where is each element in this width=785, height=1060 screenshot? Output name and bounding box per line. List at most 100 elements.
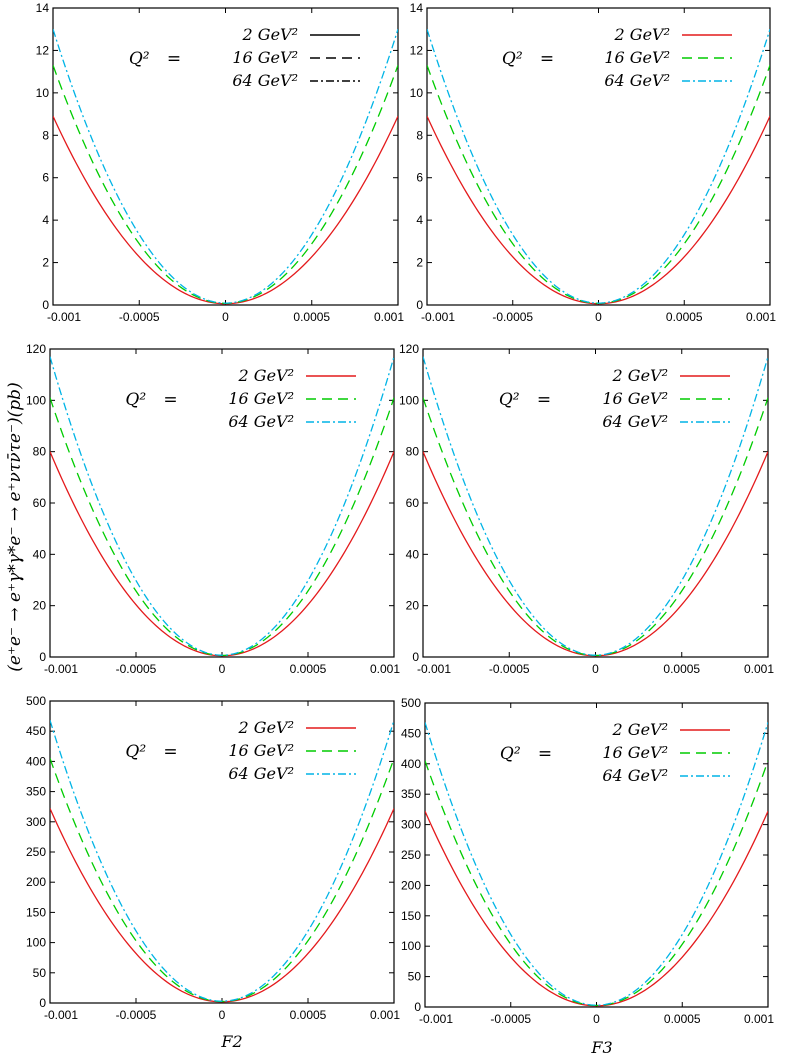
series-line-64gev2	[50, 720, 394, 1002]
y-tick-label: 10	[410, 86, 424, 100]
x-tick-label: 0.0005	[666, 310, 703, 324]
x-axis-label-f3: F3	[590, 1038, 612, 1057]
legend-entry-label: 64 GeV²	[602, 412, 668, 431]
y-tick-label: 100	[401, 939, 421, 953]
y-tick-label: 12	[36, 43, 50, 57]
x-tick-label: 0.001	[744, 662, 774, 676]
chart-panel-row3-F2: 0 50 100 150 200 250 300 350 400 450 500 -0.001 -0.0…	[26, 694, 400, 1022]
series-line-16gev2	[50, 758, 394, 1003]
y-tick-label: 20	[406, 599, 420, 613]
y-tick-label: 120	[399, 342, 419, 356]
y-tick-label: 0	[414, 1000, 421, 1014]
y-tick-label: 150	[26, 905, 46, 919]
series-line-16gev2	[427, 65, 770, 304]
y-tick-label: 60	[33, 496, 47, 510]
y-tick-label: 2	[416, 256, 423, 270]
y-tick-label: 0	[416, 298, 423, 312]
y-tick-label: 200	[26, 875, 46, 889]
legend-q2-label: Q²	[499, 390, 520, 410]
plot-frame	[52, 7, 399, 306]
x-tick-label: -0.0005	[489, 662, 530, 676]
y-tick-label: 20	[33, 599, 47, 613]
plot-frame	[49, 348, 395, 658]
x-tick-label: 0.001	[374, 310, 404, 324]
y-tick-label: 300	[401, 818, 421, 832]
legend-entry-label: 64 GeV²	[602, 766, 668, 785]
y-tick-label: 4	[42, 213, 49, 227]
y-tick-label: 400	[26, 754, 46, 768]
x-tick-label: -0.001	[44, 662, 78, 676]
y-tick-label: 80	[33, 445, 47, 459]
plot-frame	[422, 348, 769, 658]
y-tick-label: 0	[39, 650, 46, 664]
legend-entry-label: 2 GeV²	[242, 25, 298, 44]
legend-equals: =	[540, 49, 554, 69]
x-tick-label: -0.001	[419, 1012, 453, 1026]
legend-entry-label: 16 GeV²	[602, 389, 668, 408]
y-tick-label: 450	[401, 726, 421, 740]
x-tick-label: 0	[592, 662, 599, 676]
x-tick-label: 0.001	[746, 310, 776, 324]
legend-equals: =	[163, 390, 177, 410]
chart-panel-row2-F2: 0 20 40 60 80 100 120 -0.001 -0.0005 0 0.0005 0.001…	[26, 342, 400, 676]
legend-entry-label: 16 GeV²	[602, 743, 668, 762]
x-tick-label: 0.001	[370, 1008, 400, 1022]
x-tick-label: 0.001	[370, 662, 400, 676]
legend-q2-label: Q²	[125, 390, 146, 410]
x-tick-label: -0.0005	[492, 310, 533, 324]
series-line-64gev2	[427, 29, 770, 304]
x-tick-label: -0.0005	[490, 1012, 531, 1026]
series-line-2gev2	[50, 808, 394, 1003]
x-tick-label: -0.001	[47, 310, 81, 324]
y-tick-label: 2	[42, 256, 49, 270]
legend-equals: =	[538, 744, 552, 764]
y-tick-label: 6	[416, 171, 423, 185]
y-tick-label: 50	[33, 966, 47, 980]
legend-entry-label: 16 GeV²	[228, 741, 294, 760]
legend-entry-label: 64 GeV²	[228, 412, 294, 431]
legend-entry-label: 16 GeV²	[232, 48, 298, 67]
series-line-16gev2	[53, 65, 398, 304]
x-tick-label: 0	[219, 1008, 226, 1022]
legend-equals: =	[537, 390, 551, 410]
plot-frame	[424, 702, 769, 1008]
y-tick-label: 100	[26, 936, 46, 950]
x-tick-label: -0.001	[417, 662, 451, 676]
legend-entry-label: 64 GeV²	[228, 764, 294, 783]
y-tick-label: 60	[406, 496, 420, 510]
legend-entry-label: 2 GeV²	[238, 718, 294, 737]
chart-panel-row3-F3: 0 50 100 150 200 250 300 350 400 450 500 -0.001 -0.0…	[401, 696, 774, 1026]
y-tick-label: 350	[26, 785, 46, 799]
y-tick-label: 0	[42, 298, 49, 312]
y-tick-label: 40	[33, 547, 47, 561]
x-tick-label: -0.001	[44, 1008, 78, 1022]
y-tick-label: 150	[401, 909, 421, 923]
legend-entry-label: 64 GeV²	[604, 71, 670, 90]
plot-frame	[426, 7, 771, 306]
legend-equals: =	[163, 742, 177, 762]
series-line-64gev2	[50, 356, 394, 656]
y-tick-label: 0	[412, 650, 419, 664]
panels-group: 0 2 4 6 8 10 12 14 -0.001 -0.0005 0 0.0005 0.001 2 Ge…	[26, 1, 776, 1026]
y-tick-label: 8	[42, 128, 49, 142]
y-tick-label: 12	[410, 43, 424, 57]
legend-entry-label: 2 GeV²	[612, 720, 668, 739]
legend-entry-label: 2 GeV²	[614, 25, 670, 44]
x-tick-label: 0	[595, 310, 602, 324]
y-tick-label: 50	[408, 970, 422, 984]
legend-equals: =	[167, 49, 181, 69]
legend-q2-label: Q²	[500, 744, 521, 764]
legend-q2-label: Q²	[125, 742, 146, 762]
y-tick-label: 400	[401, 757, 421, 771]
x-axis-label-f2: F2	[220, 1032, 242, 1051]
legend-entry-label: 16 GeV²	[604, 48, 670, 67]
legend-entry-label: 16 GeV²	[228, 389, 294, 408]
x-tick-label: 0	[219, 662, 226, 676]
x-tick-label: 0.001	[744, 1012, 774, 1026]
series-line-64gev2	[425, 722, 768, 1006]
x-tick-label: 0.0005	[663, 662, 700, 676]
plot-frame	[49, 700, 395, 1004]
chart-panel-row1-F2: 0 2 4 6 8 10 12 14 -0.001 -0.0005 0 0.0005 0.001 2 Ge…	[36, 1, 405, 324]
y-axis-label: (e⁺e⁻ → e⁺γ*γ*e⁻ → e⁺ντν̄τe⁻)(pb)	[5, 382, 25, 671]
